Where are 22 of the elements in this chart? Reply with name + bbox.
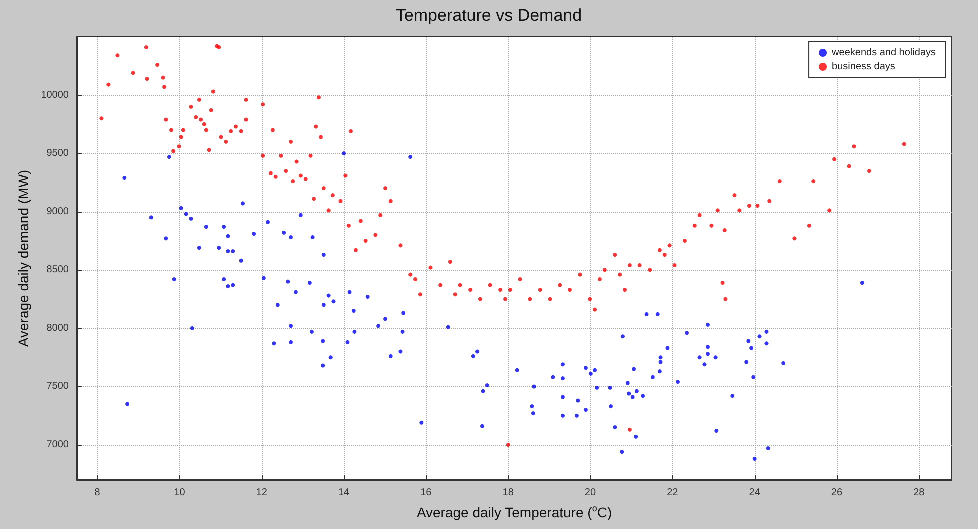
y-tick-label: 10000	[41, 90, 70, 101]
legend-label: weekends and holidays	[831, 48, 936, 58]
x-tick-label: 28	[914, 488, 926, 498]
legend-label: business days	[832, 62, 896, 72]
x-tick-label: 22	[667, 488, 679, 498]
y-tick-label: 8000	[46, 322, 70, 334]
x-tick-label: 20	[584, 488, 596, 498]
x-tick-label: 24	[749, 488, 761, 498]
y-tick-label: 8500	[46, 264, 70, 276]
x-tick-label: 18	[502, 488, 514, 498]
y-tick-label: 7000	[46, 440, 70, 451]
chart-title: Temperature vs Demand	[396, 6, 582, 25]
y-tick-label: 7500	[46, 381, 70, 392]
x-tick-label: 16	[420, 488, 432, 498]
x-tick-label: 12	[256, 488, 268, 498]
x-tick-label: 14	[338, 488, 350, 498]
x-tick-label: 10	[174, 488, 186, 498]
y-axis-title: Average daily demand (MW)	[15, 170, 32, 348]
x-tick-label: 26	[831, 488, 843, 498]
y-tick-label: 9000	[46, 206, 70, 218]
y-tick-label: 9500	[46, 148, 70, 160]
x-tick-label: 8	[94, 488, 101, 498]
